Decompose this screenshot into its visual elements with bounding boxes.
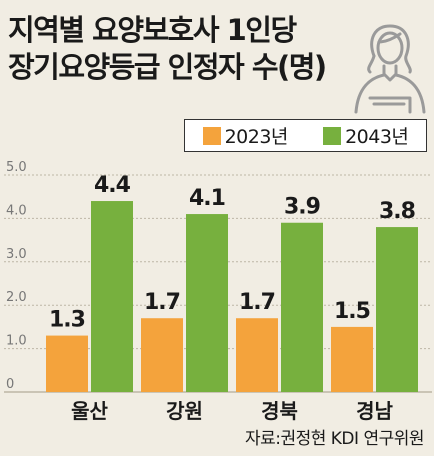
legend-label-2043: 2043년: [345, 126, 409, 148]
data-label: 3.8: [379, 199, 415, 224]
y-tick-label: 3.0: [6, 247, 27, 262]
title-line-1: 지역별 요양보호사 1인당: [8, 13, 297, 47]
y-tick-label: 5.0: [6, 160, 27, 175]
legend-swatch-2043: [323, 126, 342, 145]
y-tick-label: 0: [6, 377, 14, 392]
x-category-label: 강원: [166, 399, 203, 423]
legend-label-2023: 2023년: [224, 126, 289, 148]
bar: [376, 227, 418, 392]
y-tick-label: 1.0: [6, 334, 27, 349]
data-label: 3.9: [284, 195, 320, 220]
data-label: 1.7: [144, 290, 180, 315]
title-line-2: 장기요양등급 인정자 수(명): [8, 50, 327, 84]
bar: [331, 326, 373, 392]
y-tick-label: 2.0: [6, 290, 27, 305]
x-category-label: 울산: [71, 399, 108, 423]
data-label: 1.5: [334, 299, 370, 324]
data-label: 1.3: [49, 308, 85, 333]
legend-item-2023: 2023년: [202, 122, 289, 149]
bar: [186, 214, 228, 392]
data-label: 1.7: [239, 290, 275, 315]
data-label: 4.1: [189, 186, 225, 211]
bar: [281, 222, 323, 392]
y-tick-label: 4.0: [6, 203, 27, 218]
bar: [91, 201, 133, 392]
legend: 2023년 2043년: [184, 119, 427, 152]
source-note: 자료:권정현 KDI 연구위원: [244, 429, 425, 449]
legend-item-2043: 2043년: [323, 122, 409, 149]
legend-swatch-2023: [202, 126, 221, 145]
caregiver-person-icon: [352, 18, 428, 118]
x-category-label: 경남: [356, 399, 393, 423]
x-category-label: 경북: [261, 399, 298, 423]
bar: [236, 318, 278, 392]
data-label: 4.4: [94, 173, 131, 198]
bar: [141, 318, 183, 392]
chart-title: 지역별 요양보호사 1인당 장기요양등급 인정자 수(명): [8, 12, 327, 86]
bar: [46, 335, 88, 392]
